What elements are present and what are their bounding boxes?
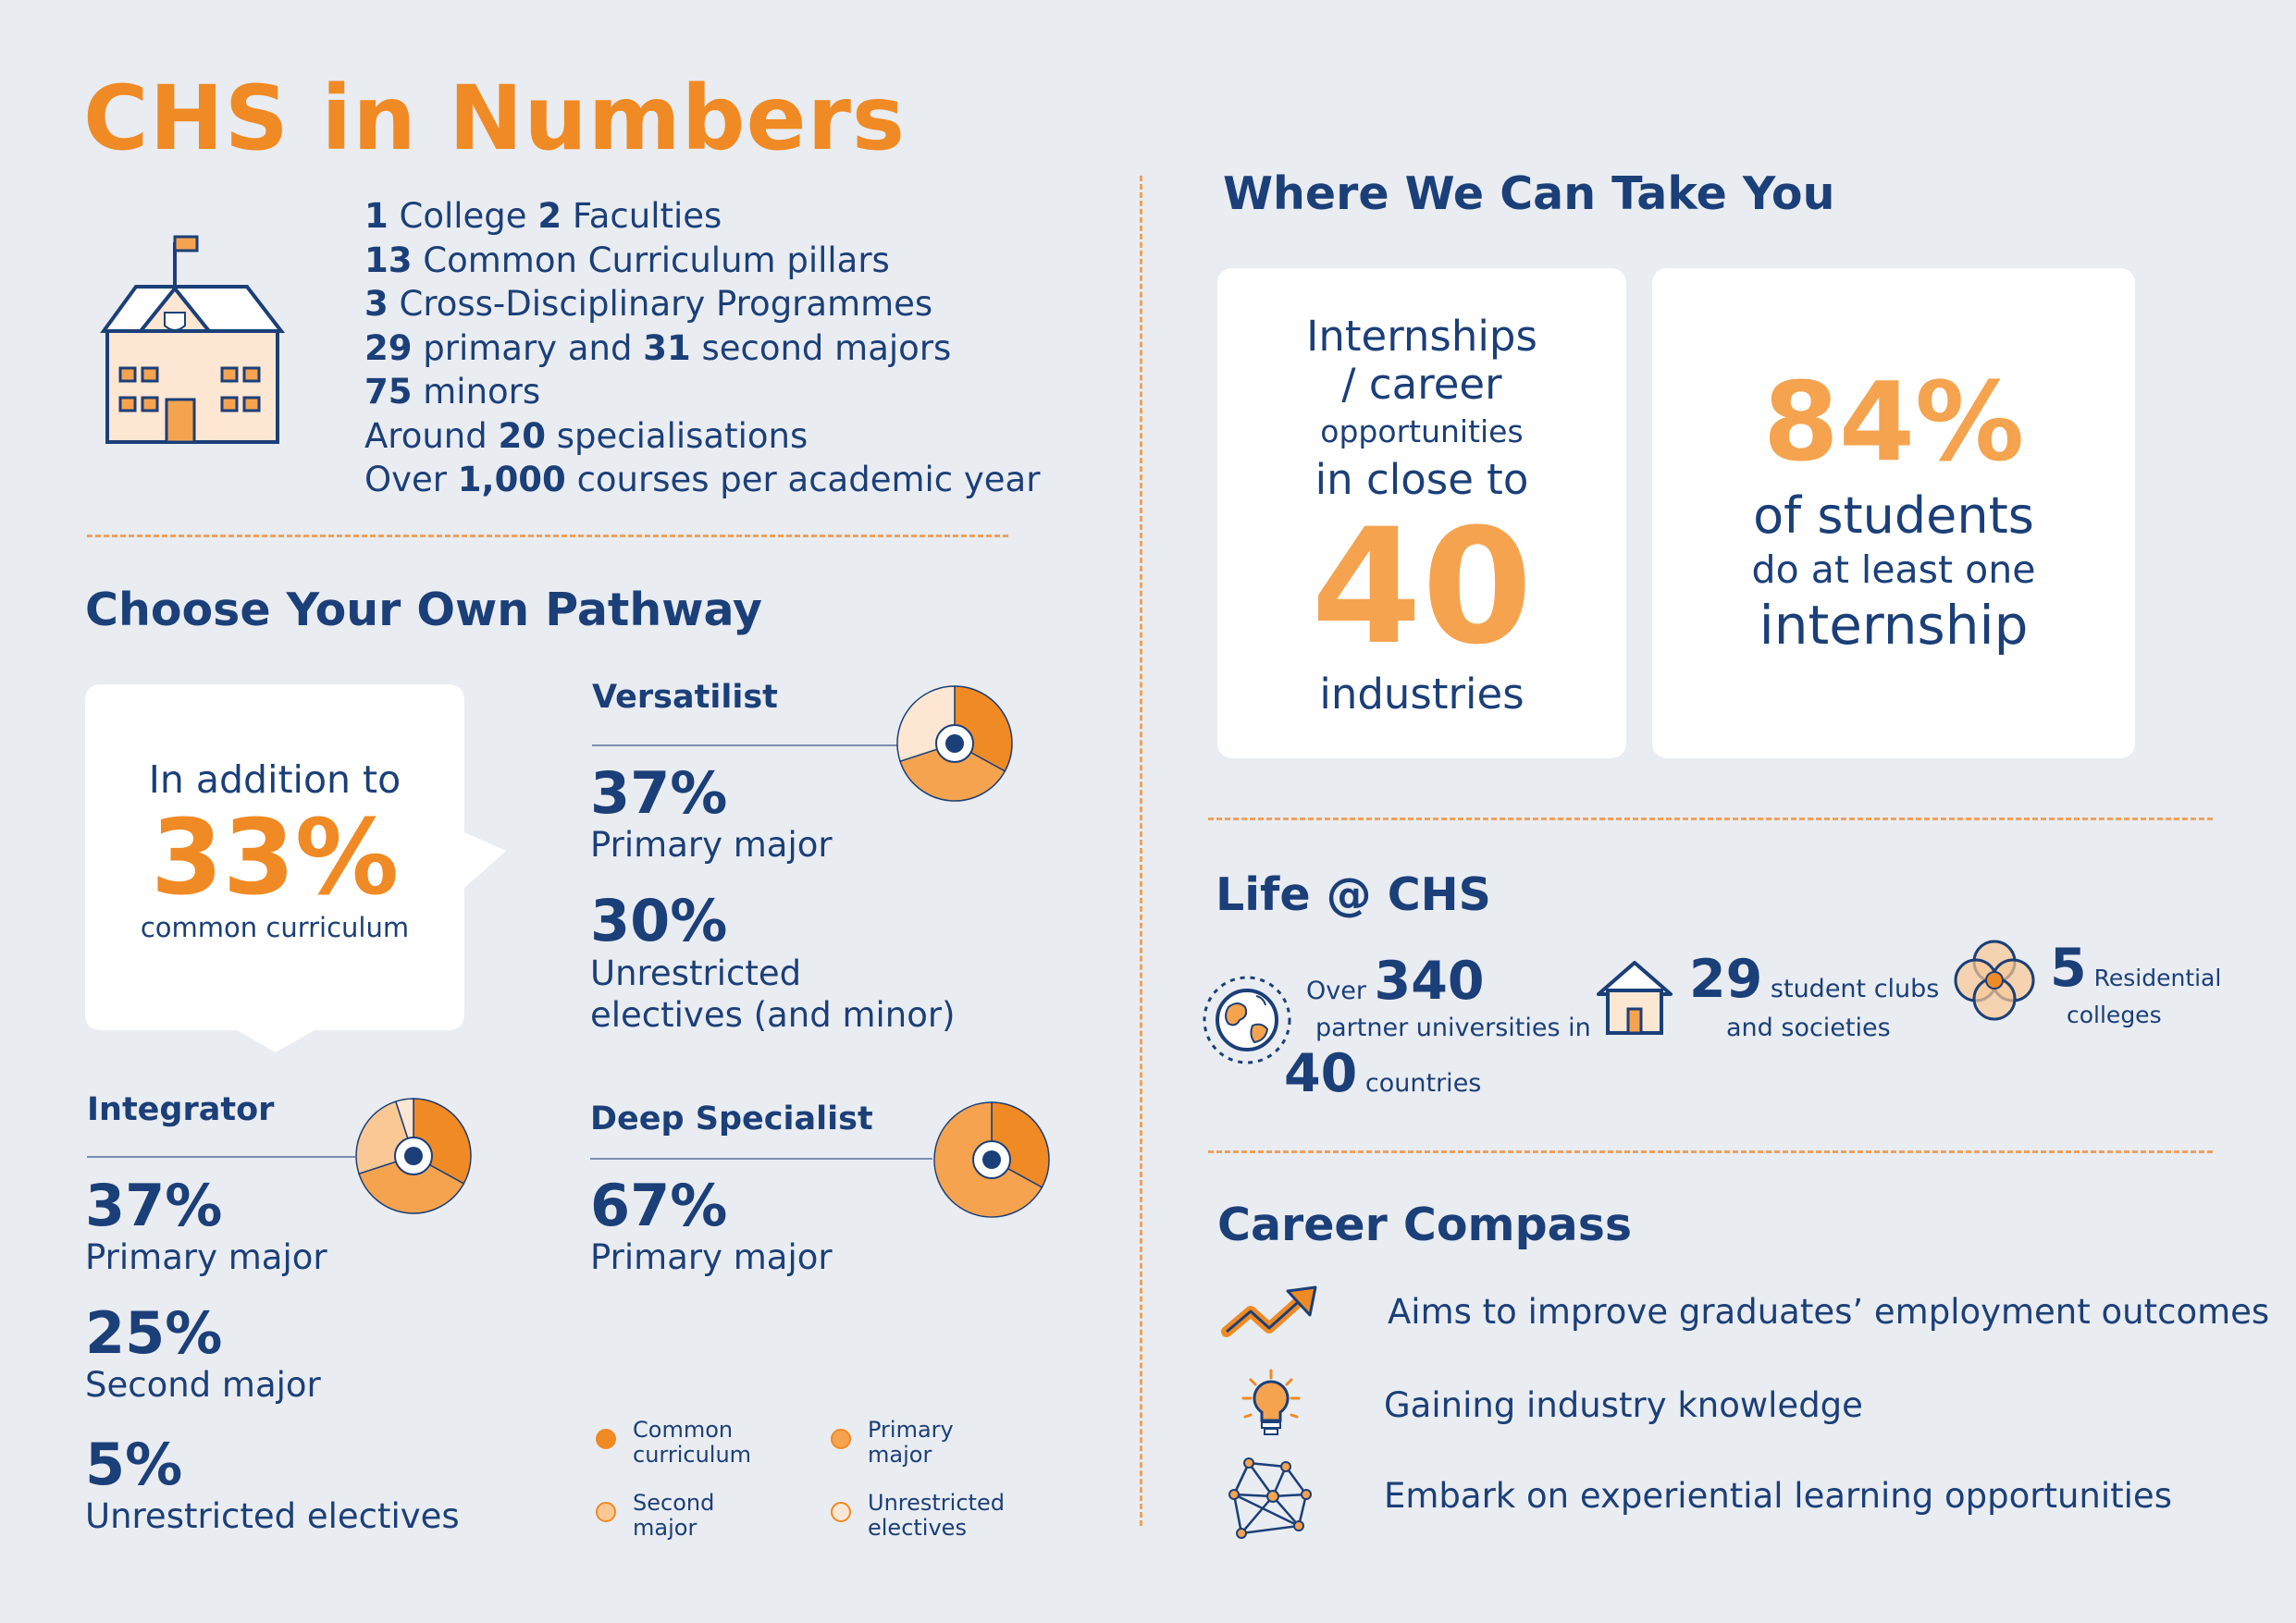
- legend-swatch: [831, 1429, 851, 1449]
- industries-number: 40: [1311, 494, 1533, 680]
- versatilist-label-1: Primary major: [590, 825, 833, 865]
- deep-specialist-label-1: Primary major: [590, 1237, 833, 1277]
- divider: [1208, 818, 2213, 820]
- divider: [87, 535, 1008, 537]
- donut-slice-primary-major: [358, 1155, 465, 1214]
- house-icon: [1597, 961, 1673, 1035]
- industries-line: Internships: [1306, 312, 1537, 361]
- internship-line: of students: [1753, 486, 2034, 545]
- versatilist-donut: [896, 685, 1013, 802]
- internship-percent: 84%: [1762, 358, 2025, 486]
- internship-line: do at least one: [1751, 547, 2036, 592]
- callout-line2: common curriculum: [140, 912, 410, 943]
- fact-item: 13 Common Curriculum pillars: [364, 240, 890, 280]
- lightbulb-icon: [1241, 1369, 1301, 1435]
- deep-specialist-name: Deep Specialist: [590, 1100, 873, 1137]
- integrator-pct-2: 25%: [85, 1299, 223, 1367]
- fact-item: 75 minors: [364, 372, 541, 412]
- internship-card-text: 84% of students do at least one internsh…: [1652, 357, 2135, 657]
- callout-line1: In addition to: [148, 757, 401, 802]
- industries-line: in close to: [1315, 455, 1529, 504]
- fact-item: 29 primary and 31 second majors: [364, 327, 952, 368]
- life-heading: Life @ CHS: [1216, 868, 1491, 921]
- compass-item-1: Aims to improve graduates’ employment ou…: [1388, 1292, 2270, 1332]
- donut-center-dot: [404, 1147, 423, 1165]
- countries-stat: 40 countries: [1284, 1043, 1482, 1104]
- deep-specialist-donut: [933, 1101, 1050, 1218]
- integrator-name: Integrator: [87, 1091, 275, 1128]
- donut-center-dot: [982, 1150, 1001, 1169]
- integrator-label-2: Second major: [85, 1365, 321, 1405]
- network-icon: [1228, 1457, 1312, 1539]
- versatilist-label-2b: electives (and minor): [590, 995, 956, 1035]
- trend-up-icon: [1221, 1285, 1317, 1337]
- integrator-pct-3: 5%: [85, 1431, 183, 1498]
- legend-swatch: [596, 1429, 616, 1449]
- colleges-stat: 5 Residential: [2050, 938, 2222, 999]
- industries-line: opportunities: [1320, 413, 1524, 449]
- fact-item: Over 1,000 courses per academic year: [364, 460, 1041, 499]
- internship-card: [1652, 268, 2135, 758]
- integrator-donut: [355, 1098, 472, 1214]
- divider: [1140, 176, 1142, 1526]
- integrator-label-1: Primary major: [85, 1237, 327, 1277]
- legend-swatch: [596, 1502, 616, 1522]
- fact-item: Around 20 specialisations: [364, 415, 809, 456]
- pathway-heading: Choose Your Own Pathway: [85, 584, 762, 636]
- colleges-line: colleges: [2067, 1002, 2162, 1028]
- compass-item-2: Gaining industry knowledge: [1384, 1385, 1863, 1425]
- callout-bubble: [85, 684, 506, 1052]
- legend-swatch: [831, 1502, 851, 1522]
- industries-card-text: Internships / career opportunities in cl…: [1217, 313, 1626, 719]
- integrator-underline: [87, 1156, 355, 1158]
- versatilist-label-2a: Unrestricted: [590, 953, 802, 993]
- industries-line: industries: [1319, 670, 1524, 719]
- page-title: CHS in Numbers: [83, 67, 907, 170]
- partners-line: partner universities in: [1315, 1014, 1591, 1042]
- versatilist-pct-2: 30%: [590, 887, 728, 954]
- versatilist-pct-1: 37%: [590, 759, 728, 827]
- versatilist-underline: [592, 744, 897, 746]
- clubs-line: and societies: [1726, 1014, 1891, 1042]
- globe-icon: [1203, 976, 1291, 1064]
- compass-heading: Career Compass: [1217, 1199, 1633, 1251]
- deep-specialist-pct-1: 67%: [590, 1172, 728, 1239]
- where-heading: Where We Can Take You: [1223, 167, 1835, 220]
- callout-percent: 33%: [150, 798, 400, 918]
- compass-item-3: Embark on experiential learning opportun…: [1384, 1476, 2172, 1516]
- partners-stat: Over 340: [1306, 951, 1485, 1012]
- versatilist-name: Versatilist: [592, 679, 778, 716]
- clubs-stat: 29 student clubs: [1689, 949, 1940, 1010]
- fact-item: 3 Cross-Disciplinary Programmes: [364, 284, 933, 324]
- donut-center-dot: [945, 734, 964, 753]
- residential-colleges-icon: [1954, 940, 2035, 1021]
- fact-item: 1 College 2 Faculties: [364, 196, 722, 236]
- donut-slice-primary-major: [899, 743, 1006, 802]
- school-building-icon: [100, 235, 286, 444]
- divider: [1208, 1150, 2213, 1153]
- facts-list: 1 College 2 Faculties 13 Common Curricul…: [364, 194, 1040, 502]
- deep-specialist-underline: [590, 1158, 932, 1160]
- industries-card: [1217, 268, 1626, 758]
- integrator-pct-1: 37%: [85, 1172, 223, 1239]
- integrator-label-3: Unrestricted electives: [85, 1496, 460, 1536]
- internship-line: internship: [1759, 594, 2029, 657]
- industries-line: / career: [1341, 360, 1502, 409]
